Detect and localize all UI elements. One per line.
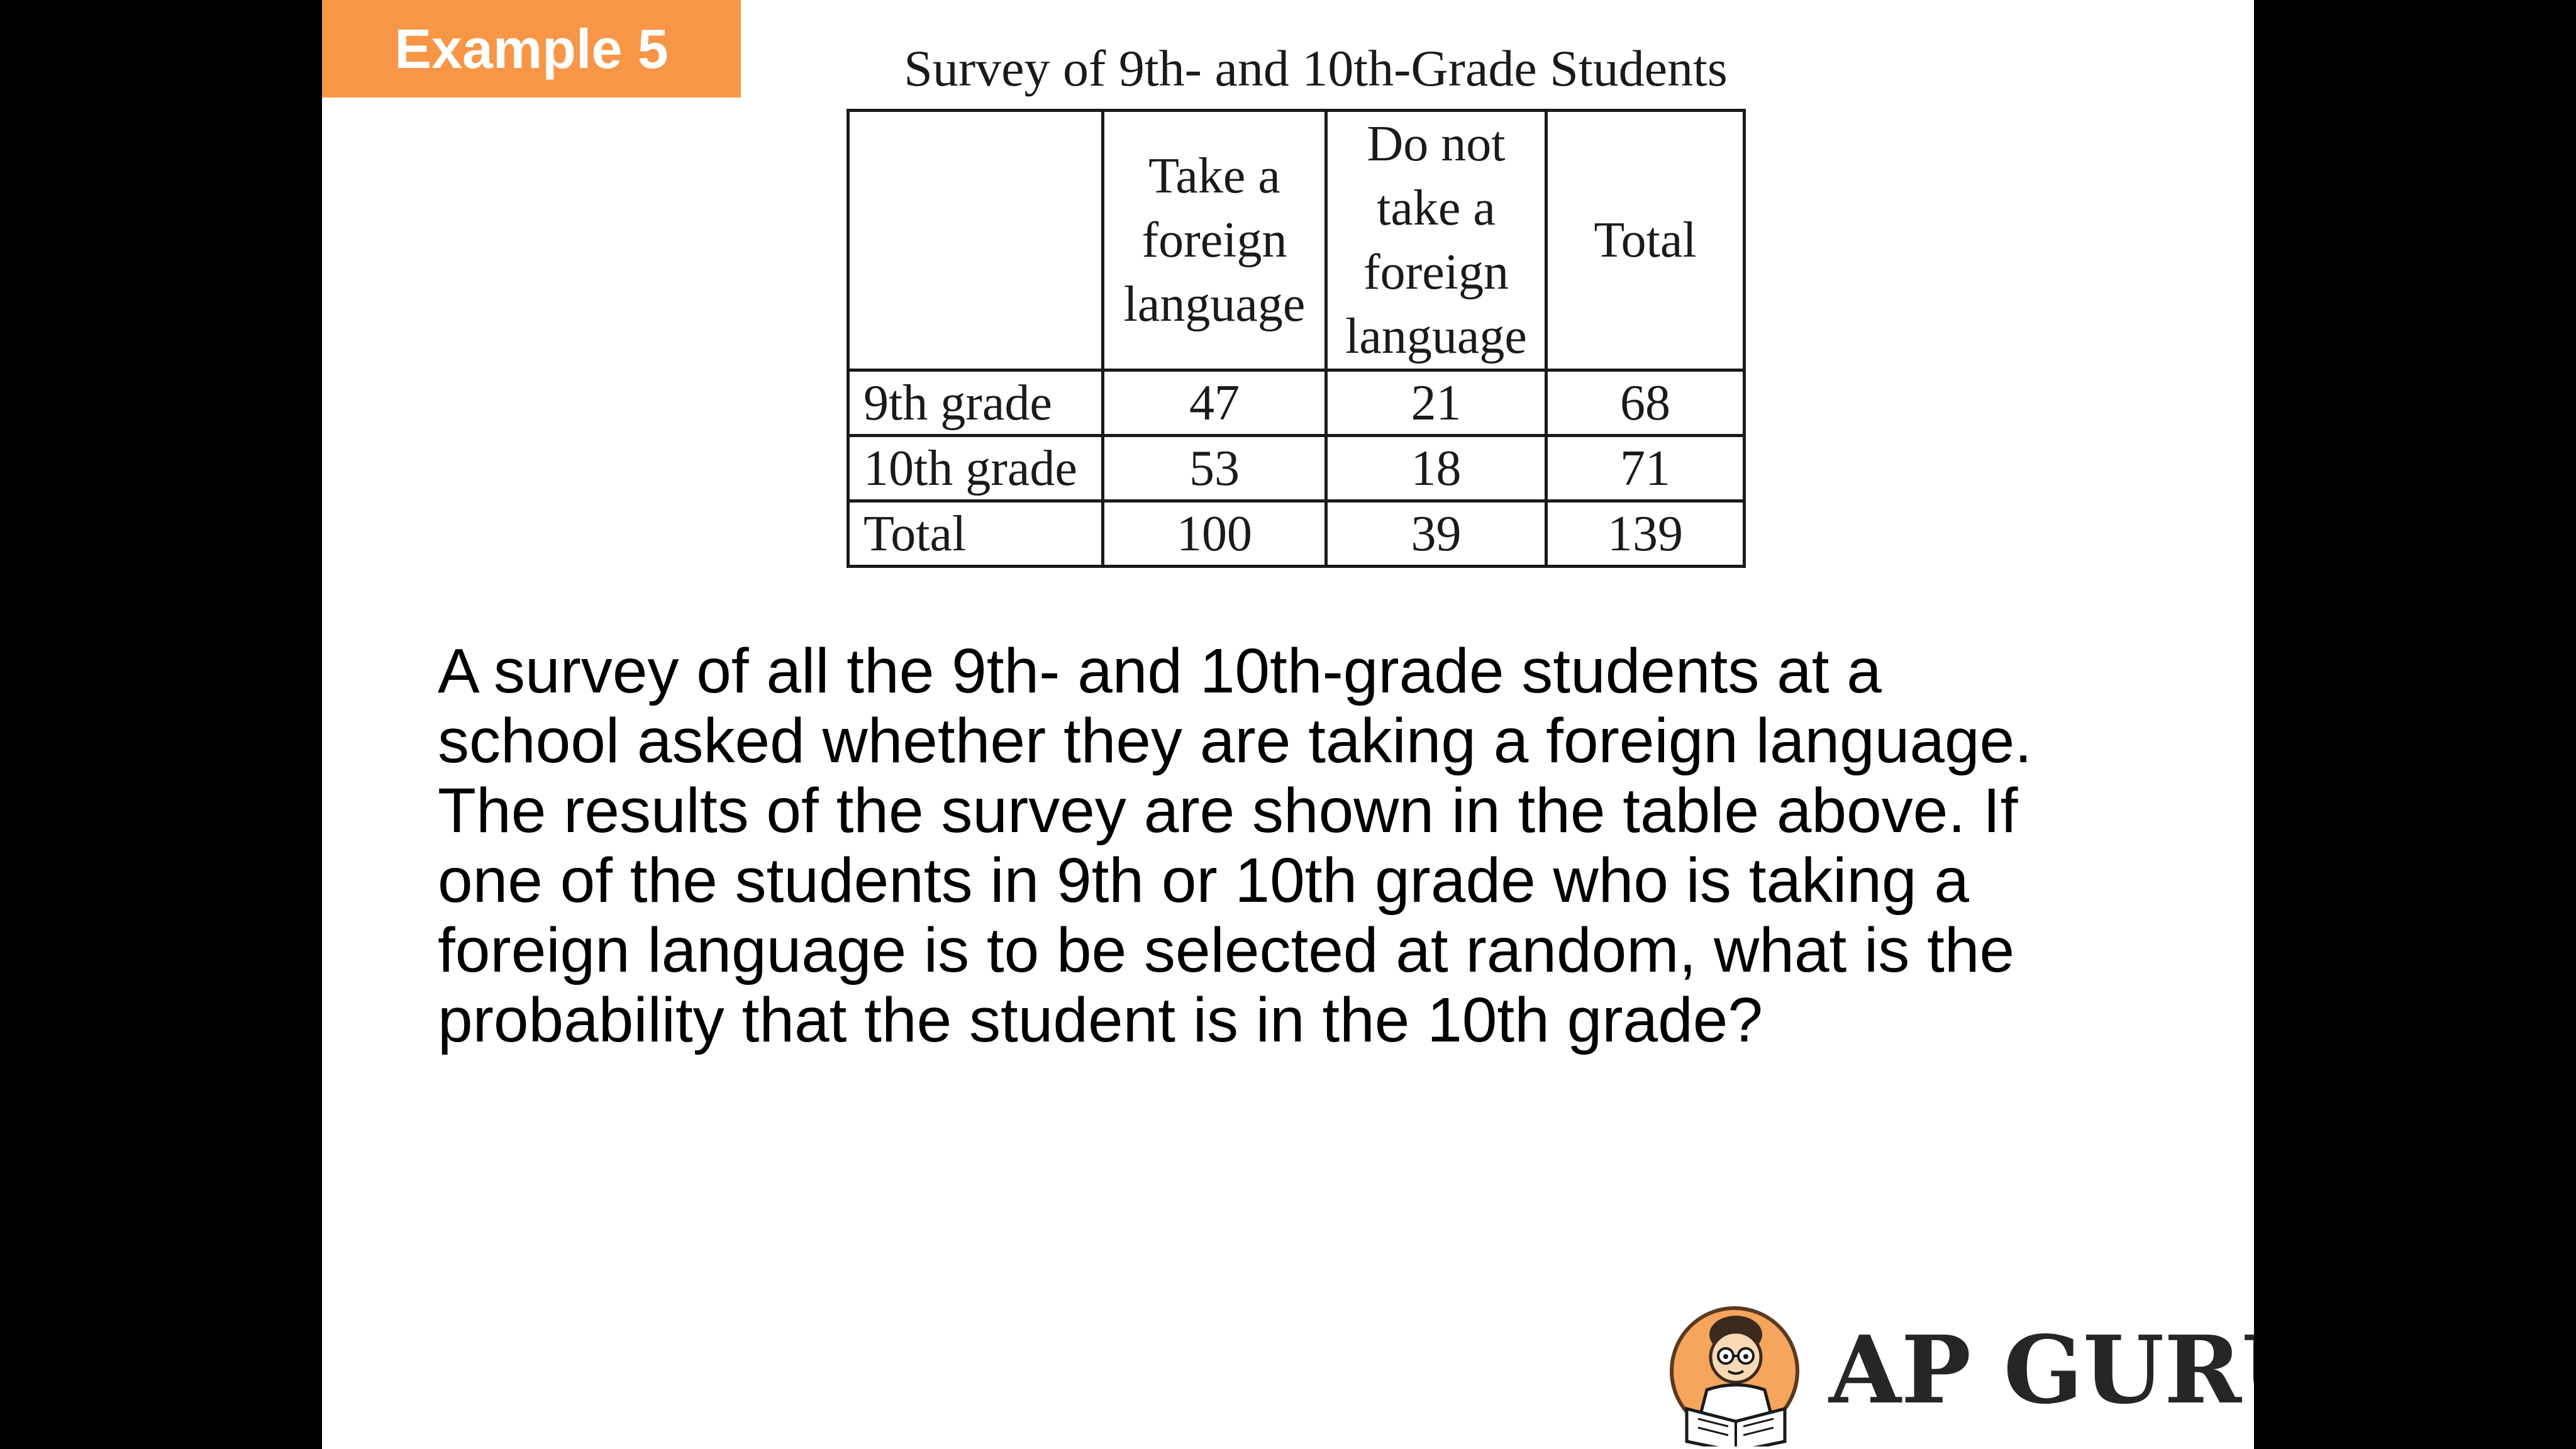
row-label: Total [847,499,1104,568]
question-line: A survey of all the 9th- and 10th-grade … [438,636,1882,706]
cell-total: 71 [1545,434,1746,502]
question-line: The results of the survey are shown in t… [438,775,2018,846]
question-line: probability that the student is in the 1… [438,985,1763,1055]
header-line: Do not [1367,116,1506,172]
header-line: foreign [1141,213,1287,268]
slide: Example 5 Survey of 9th- and 10th-Grade … [322,0,2254,1449]
question-line: foreign language is to be selected at ra… [438,915,2015,985]
row-label: 10th grade [847,434,1104,502]
cell-total: 68 [1545,369,1746,437]
header-total: Total [1545,109,1746,372]
header-line: language [1123,277,1306,332]
header-corner-cell [847,109,1104,372]
cell-do-not: 21 [1324,369,1548,437]
table-title: Survey of 9th- and 10th-Grade Students [904,40,1728,97]
table-row: 10th grade 53 18 71 [847,434,1746,502]
question-line: one of the students in 9th or 10th grade… [438,845,1969,916]
header-line: language [1345,309,1527,364]
header-line: take a [1377,180,1496,236]
cell-do-not: 39 [1324,499,1548,568]
survey-table: Take a foreign language Do not take a fo… [847,109,1746,568]
cell-take: 100 [1101,499,1328,568]
cell-take: 47 [1101,369,1328,437]
reading-student-icon [1670,1306,1799,1446]
example-badge: Example 5 [322,0,741,97]
ap-guru-logo: AP GURU [1668,1302,2254,1449]
table-row: 9th grade 47 21 68 [847,369,1746,437]
row-label: 9th grade [847,369,1104,437]
header-line: foreign [1363,245,1509,300]
logo-text: AP GURU [1829,1315,2254,1424]
cell-do-not: 18 [1324,434,1548,502]
header-take-language: Take a foreign language [1101,109,1328,372]
cell-take: 53 [1101,434,1328,502]
header-line: Take a [1148,148,1280,204]
cell-total: 139 [1545,499,1746,568]
question-line: school asked whether they are taking a f… [438,706,2033,776]
table-row: Total 100 39 139 [847,499,1746,568]
question-text: A survey of all the 9th- and 10th-grade … [438,636,2186,1055]
table-header-row: Take a foreign language Do not take a fo… [847,109,1746,372]
header-do-not-take-language: Do not take a foreign language [1324,109,1548,372]
